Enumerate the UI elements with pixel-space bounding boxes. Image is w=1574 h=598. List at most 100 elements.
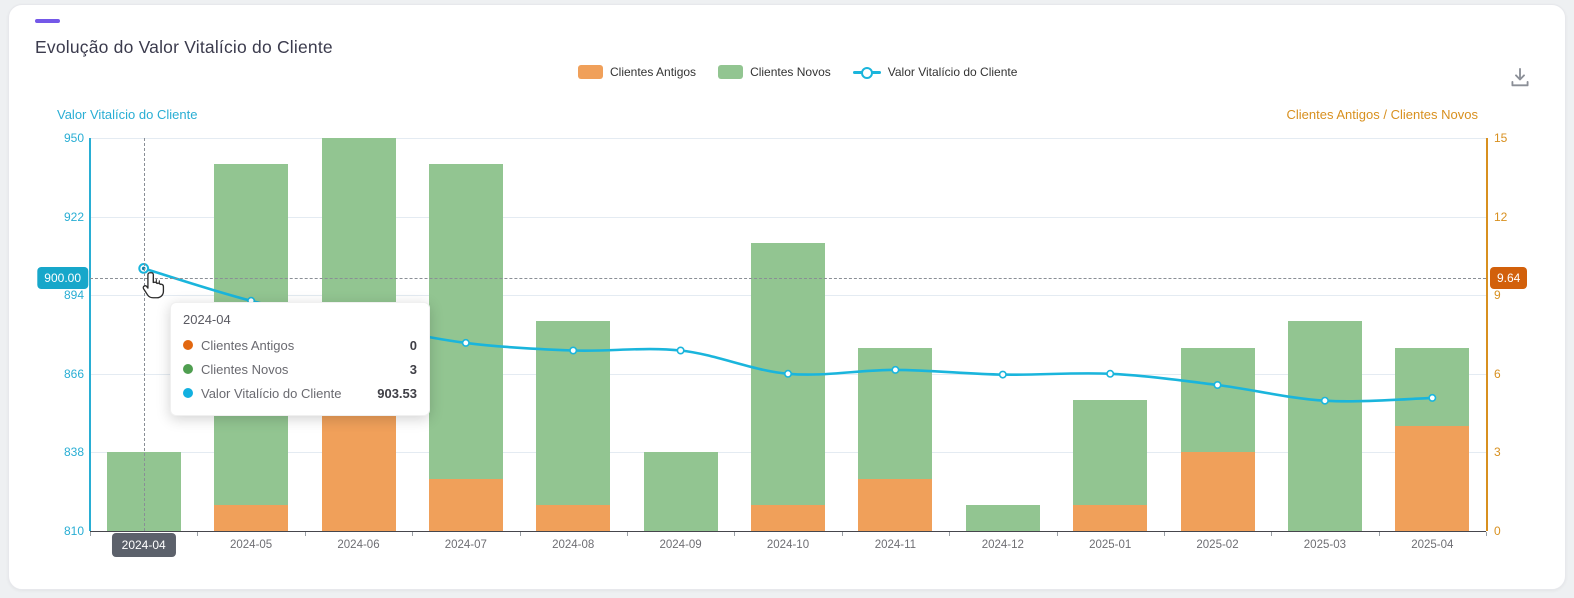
tooltip-series-value: 3 — [409, 361, 417, 377]
ltv-line-point[interactable] — [1213, 380, 1222, 389]
left-axis-tick-label: 810 — [63, 524, 84, 538]
tooltip-row: Clientes Antigos 0 — [183, 333, 417, 357]
gridline — [90, 216, 1486, 218]
left-axis-line — [89, 138, 91, 531]
ltv-line-point[interactable] — [1428, 393, 1437, 402]
left-axis-tick-label: 950 — [63, 131, 84, 145]
tooltip-series-marker — [183, 364, 193, 374]
x-axis-label: 2025-02 — [1196, 539, 1239, 551]
tooltip-row: Clientes Novos 3 — [183, 357, 417, 381]
bar-segment-clientes-antigos[interactable] — [1073, 504, 1148, 531]
legend-label: Valor Vitalício do Cliente — [887, 65, 1018, 79]
bar-segment-clientes-antigos[interactable] — [214, 504, 289, 531]
tooltip-series-marker — [183, 340, 193, 350]
left-axis-tick-label: 894 — [63, 288, 84, 303]
tooltip-series-value: 903.53 — [377, 385, 417, 401]
bar-segment-clientes-novos[interactable] — [1395, 347, 1470, 427]
bar-segment-clientes-antigos[interactable] — [536, 504, 611, 531]
x-axis-tick — [90, 532, 91, 536]
x-axis-label: 2025-03 — [1303, 539, 1346, 551]
crosshair-horizontal — [90, 278, 1486, 280]
crosshair-vertical — [143, 138, 145, 531]
bar-segment-clientes-novos[interactable] — [1287, 321, 1362, 531]
x-axis-label: 2024-10 — [766, 539, 810, 551]
bar-segment-clientes-novos[interactable] — [643, 452, 718, 531]
ltv-line-point[interactable] — [998, 370, 1007, 379]
bar-segment-clientes-novos[interactable] — [1180, 347, 1255, 453]
ltv-line-point[interactable] — [676, 346, 685, 355]
legend-item-valor-vital-cio-do-cliente[interactable]: Valor Vitalício do Cliente — [852, 65, 1018, 79]
legend-item-clientes-antigos[interactable]: Clientes Antigos — [578, 65, 696, 79]
bar-segment-clientes-antigos[interactable] — [321, 400, 396, 531]
chart-legend: Clientes Antigos Clientes Novos Valor Vita… — [578, 65, 1017, 79]
ltv-line-point[interactable] — [461, 338, 470, 347]
tooltip-row: Valor Vitalício do Cliente 903.53 — [183, 381, 417, 405]
right-axis-tick-label: 9 — [1494, 288, 1501, 303]
legend-line-marker — [860, 66, 873, 79]
bar-segment-clientes-antigos[interactable] — [1395, 426, 1470, 531]
tooltip-series-label: Clientes Antigos — [201, 337, 295, 353]
legend-item-clientes-novos[interactable]: Clientes Novos — [718, 65, 831, 79]
tooltip-series-marker — [183, 388, 193, 398]
bar-segment-clientes-antigos[interactable] — [858, 478, 933, 531]
right-axis-tick-label: 12 — [1494, 209, 1508, 224]
download-button[interactable] — [1504, 62, 1536, 94]
legend-swatch — [578, 65, 603, 79]
download-icon — [1511, 67, 1529, 87]
x-axis-label: 2024-09 — [659, 539, 702, 551]
page-title: Evolução do Valor Vitalício do Cliente — [35, 37, 333, 57]
x-axis-tick — [734, 532, 736, 536]
x-axis-label: 2024-07 — [444, 539, 487, 551]
tooltip-series-value: 0 — [409, 337, 417, 353]
x-axis-tick — [1378, 532, 1380, 536]
x-axis-label: 2025-04 — [1411, 539, 1454, 551]
x-axis-label: 2024-11 — [874, 539, 917, 551]
x-axis-tick — [1056, 532, 1058, 536]
x-category-badge: 2024-04 — [111, 533, 176, 557]
ltv-line-point[interactable] — [1320, 396, 1329, 405]
left-axis-tick-label: 838 — [63, 445, 84, 460]
x-axis-label: 2024-12 — [981, 539, 1024, 551]
tooltip: 2024-04 Clientes Antigos 0 Clientes Novos 3… — [170, 302, 430, 416]
ltv-line-point[interactable] — [569, 346, 578, 355]
ltv-line-point[interactable] — [891, 365, 900, 374]
bar-segment-clientes-novos[interactable] — [965, 504, 1040, 531]
legend-line-icon — [852, 65, 881, 79]
legend-label: Clientes Antigos — [610, 65, 697, 79]
bar-segment-clientes-antigos[interactable] — [751, 504, 825, 531]
bar-segment-clientes-novos[interactable] — [1073, 400, 1148, 505]
x-axis-tick — [1486, 532, 1487, 536]
x-axis-tick — [626, 532, 628, 536]
legend-swatch — [718, 65, 744, 79]
x-axis-label: 2025-01 — [1089, 539, 1132, 551]
x-axis-tick — [841, 532, 843, 536]
x-axis-tick — [1163, 532, 1165, 536]
tooltip-header: 2024-04 — [183, 312, 231, 327]
x-axis-line — [90, 531, 1486, 532]
gridline — [90, 138, 1486, 139]
right-axis-tick-label: 6 — [1494, 366, 1501, 381]
tooltip-series-label: Clientes Novos — [201, 361, 289, 377]
right-axis-tick-label: 0 — [1494, 524, 1501, 538]
x-axis-tick — [1271, 532, 1273, 536]
x-axis-tick — [949, 532, 951, 536]
x-axis-label: 2024-05 — [229, 539, 273, 551]
left-axis-tick-label: 922 — [63, 209, 84, 224]
right-axis-title: Clientes Antigos / Clientes Novos — [1286, 107, 1478, 122]
x-axis-label: 2024-08 — [552, 539, 595, 551]
ltv-line-point[interactable] — [783, 369, 792, 378]
tooltip-rows: Clientes Antigos 0 Clientes Novos 3 Valor Vi… — [183, 333, 417, 405]
tooltip-series-label: Valor Vitalício do Cliente — [201, 385, 342, 401]
right-axis-tick-label: 15 — [1494, 131, 1508, 145]
left-axis-tick-label: 866 — [63, 366, 84, 381]
right-axis-tick-label: 3 — [1494, 445, 1501, 460]
accent-dash — [35, 19, 60, 23]
ltv-line-point[interactable] — [1106, 369, 1115, 378]
bar-segment-clientes-antigos[interactable] — [1180, 452, 1255, 531]
bar-segment-clientes-antigos[interactable] — [428, 478, 503, 531]
x-axis-tick — [519, 532, 521, 536]
bar-segment-clientes-novos[interactable] — [428, 164, 503, 479]
x-axis-tick — [197, 532, 199, 536]
left-axis-title: Valor Vitalício do Cliente — [57, 107, 198, 122]
